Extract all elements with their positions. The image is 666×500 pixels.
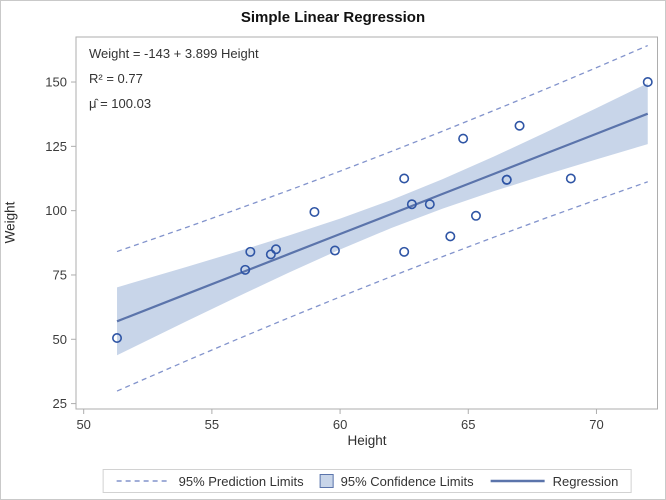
data-point [309, 206, 320, 217]
regression-line [116, 112, 649, 323]
y-tick-label: 50 [53, 332, 67, 347]
x-tick-label: 50 [76, 417, 90, 432]
y-tick-label: 25 [53, 396, 67, 411]
x-axis-label: Height [347, 433, 387, 448]
y-tick-label: 150 [45, 75, 67, 90]
x-tick-label: 60 [333, 417, 347, 432]
y-axis-label: Weight [2, 201, 18, 244]
inset-equation: Weight = -143 + 3.899 Height [89, 46, 259, 61]
filled-square-swatch-icon [319, 474, 334, 488]
data-point [399, 173, 410, 184]
data-point [501, 174, 512, 185]
y-tick-label: 125 [45, 139, 67, 154]
plot-frame [75, 36, 658, 410]
data-point [399, 246, 410, 257]
legend-label: Regression [552, 473, 619, 489]
inset-mean: μ̂ = 100.03 [89, 96, 152, 111]
data-point [265, 249, 276, 260]
x-tick-label: 55 [205, 417, 219, 432]
solid-line-swatch-icon [490, 479, 545, 483]
data-point [514, 120, 525, 131]
data-point [329, 245, 340, 256]
inset-rsquare: R² = 0.77 [89, 71, 143, 86]
y-tick-label: 100 [45, 203, 67, 218]
data-point [245, 246, 256, 257]
x-tick-label: 65 [461, 417, 475, 432]
legend-item-prediction-limits: 95% Prediction Limits [116, 474, 304, 489]
data-point [424, 199, 435, 210]
dashed-line-swatch-icon [116, 480, 171, 482]
legend-label: 95% Prediction Limits [178, 473, 304, 489]
data-point [445, 231, 456, 242]
legend-label: 95% Confidence Limits [340, 473, 474, 489]
prediction-limit-lower [116, 181, 648, 392]
legend-item-regression: Regression [490, 473, 619, 489]
confidence-band [117, 83, 648, 356]
data-point [565, 173, 576, 184]
data-point [112, 332, 123, 343]
x-tick-label: 70 [589, 417, 603, 432]
chart-title: Simple Linear Regression [240, 9, 426, 26]
y-tick-label: 75 [53, 267, 67, 282]
data-point [470, 210, 481, 221]
data-point [642, 77, 653, 88]
data-point [270, 244, 281, 255]
legend: 95% Prediction Limits 95% Confidence Lim… [102, 469, 632, 493]
data-point [240, 264, 251, 275]
fit-statistics-inset: Weight = -143 + 3.899 Height R² = 0.77 μ… [89, 41, 259, 116]
legend-item-confidence-limits: 95% Confidence Limits [319, 473, 474, 489]
data-point [406, 199, 417, 210]
data-point [458, 133, 469, 144]
prediction-limit-upper [116, 44, 649, 253]
